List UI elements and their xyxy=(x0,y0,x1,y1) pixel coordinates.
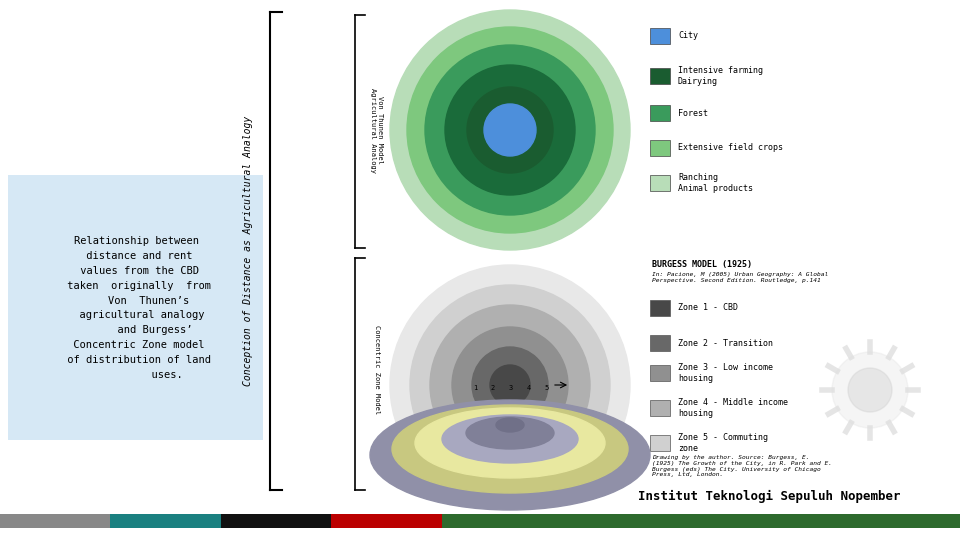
FancyBboxPatch shape xyxy=(650,335,670,351)
Text: www.its.ac.id: www.its.ac.id xyxy=(869,517,945,527)
Circle shape xyxy=(848,368,892,412)
Text: Drawing by the author. Source: Burgess, E.
(1925) The Growth of the City, in R. : Drawing by the author. Source: Burgess, … xyxy=(652,455,832,477)
Text: Zone 4 - Middle income
housing: Zone 4 - Middle income housing xyxy=(678,399,788,418)
Ellipse shape xyxy=(442,415,578,463)
Text: City: City xyxy=(678,31,698,40)
Text: BURGESS MODEL (1925): BURGESS MODEL (1925) xyxy=(652,260,752,269)
Text: Forest: Forest xyxy=(678,109,708,118)
Ellipse shape xyxy=(392,405,628,493)
Circle shape xyxy=(407,27,613,233)
Circle shape xyxy=(472,347,548,423)
FancyBboxPatch shape xyxy=(650,400,670,416)
Ellipse shape xyxy=(370,400,650,510)
Text: In: Pacione, M (2005) Urban Geography: A Global
Perspective. Second Edition. Rou: In: Pacione, M (2005) Urban Geography: A… xyxy=(652,272,828,283)
FancyBboxPatch shape xyxy=(650,105,670,121)
Circle shape xyxy=(390,10,630,250)
FancyBboxPatch shape xyxy=(650,140,670,156)
Text: Extensive field crops: Extensive field crops xyxy=(678,144,783,152)
Circle shape xyxy=(425,45,595,215)
Bar xyxy=(110,514,221,528)
Circle shape xyxy=(452,327,568,443)
FancyBboxPatch shape xyxy=(650,365,670,381)
Text: 4: 4 xyxy=(527,385,531,391)
Bar xyxy=(442,514,960,528)
Ellipse shape xyxy=(415,408,605,478)
FancyBboxPatch shape xyxy=(650,300,670,316)
FancyBboxPatch shape xyxy=(650,28,670,44)
Text: Intensive farming
Dairying: Intensive farming Dairying xyxy=(678,66,763,86)
Circle shape xyxy=(832,352,908,428)
Circle shape xyxy=(484,104,536,156)
Text: 5: 5 xyxy=(545,385,549,391)
Text: Zone 3 - Low income
housing: Zone 3 - Low income housing xyxy=(678,363,773,383)
Circle shape xyxy=(410,285,610,485)
Text: Concentric Zone Model: Concentric Zone Model xyxy=(374,326,380,415)
Text: Zone 5 - Commuting
zone: Zone 5 - Commuting zone xyxy=(678,433,768,453)
Ellipse shape xyxy=(496,418,524,432)
Text: 3: 3 xyxy=(509,385,514,391)
Circle shape xyxy=(467,87,553,173)
Circle shape xyxy=(430,305,590,465)
FancyBboxPatch shape xyxy=(650,435,670,451)
Text: Zone 2 - Transition: Zone 2 - Transition xyxy=(678,339,773,348)
Text: 1: 1 xyxy=(473,385,477,391)
Text: Institut Teknologi Sepuluh Nopember: Institut Teknologi Sepuluh Nopember xyxy=(637,490,900,503)
Circle shape xyxy=(390,265,630,505)
Text: 2: 2 xyxy=(491,385,495,391)
Text: Zone 1 - CBD: Zone 1 - CBD xyxy=(678,303,738,313)
Text: Ranching
Animal products: Ranching Animal products xyxy=(678,173,753,193)
FancyBboxPatch shape xyxy=(650,68,670,84)
Bar xyxy=(0,514,110,528)
Ellipse shape xyxy=(466,417,554,449)
Circle shape xyxy=(445,65,575,195)
Bar xyxy=(331,514,442,528)
Bar xyxy=(221,514,331,528)
Text: Conception of Distance as Agricultural Analogy: Conception of Distance as Agricultural A… xyxy=(243,116,253,386)
Circle shape xyxy=(490,365,530,405)
FancyBboxPatch shape xyxy=(8,175,263,440)
FancyBboxPatch shape xyxy=(650,175,670,191)
Text: Relationship between
 distance and rent
 values from the CBD
 taken  originally : Relationship between distance and rent v… xyxy=(61,237,211,380)
Text: Von Thunen Model
Agricultural Analogy: Von Thunen Model Agricultural Analogy xyxy=(371,87,383,172)
